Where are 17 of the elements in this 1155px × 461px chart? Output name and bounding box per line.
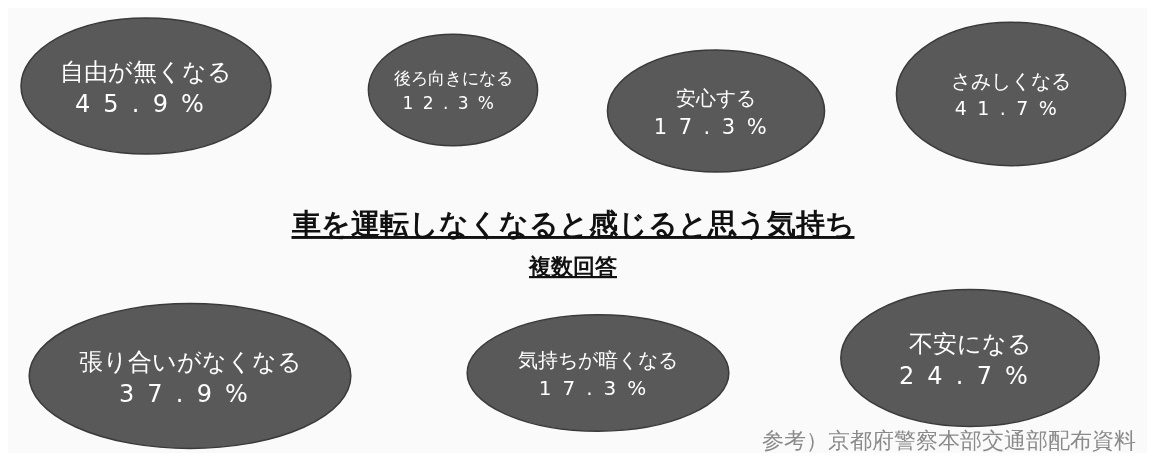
data-label: 24.7% <box>898 362 1042 390</box>
data-label: 45.9% <box>74 90 218 118</box>
category-label: 後ろ向きになる <box>393 68 513 88</box>
data-label: 17.3% <box>538 376 658 400</box>
data-label: 41.7% <box>954 97 1068 119</box>
data-label: 17.3% <box>653 115 779 139</box>
category-label: 不安になる <box>908 330 1032 358</box>
category-label: 自由が無くなる <box>60 58 232 86</box>
category-label: さみしくなる <box>951 69 1071 93</box>
data-label: 37.9% <box>118 380 262 408</box>
category-label: 張り合いがなくなる <box>78 348 302 376</box>
text: 参考）京都府警察本部交通部配布資料 <box>762 428 1136 453</box>
text: 複数回答 <box>528 254 617 279</box>
data-label: 12.3% <box>402 93 504 113</box>
category-label: 安心する <box>676 86 756 110</box>
category-label: 気持ちが暗くなる <box>518 348 678 372</box>
text: 車を運転しなくなると感じると思う気持ち <box>290 207 855 241</box>
